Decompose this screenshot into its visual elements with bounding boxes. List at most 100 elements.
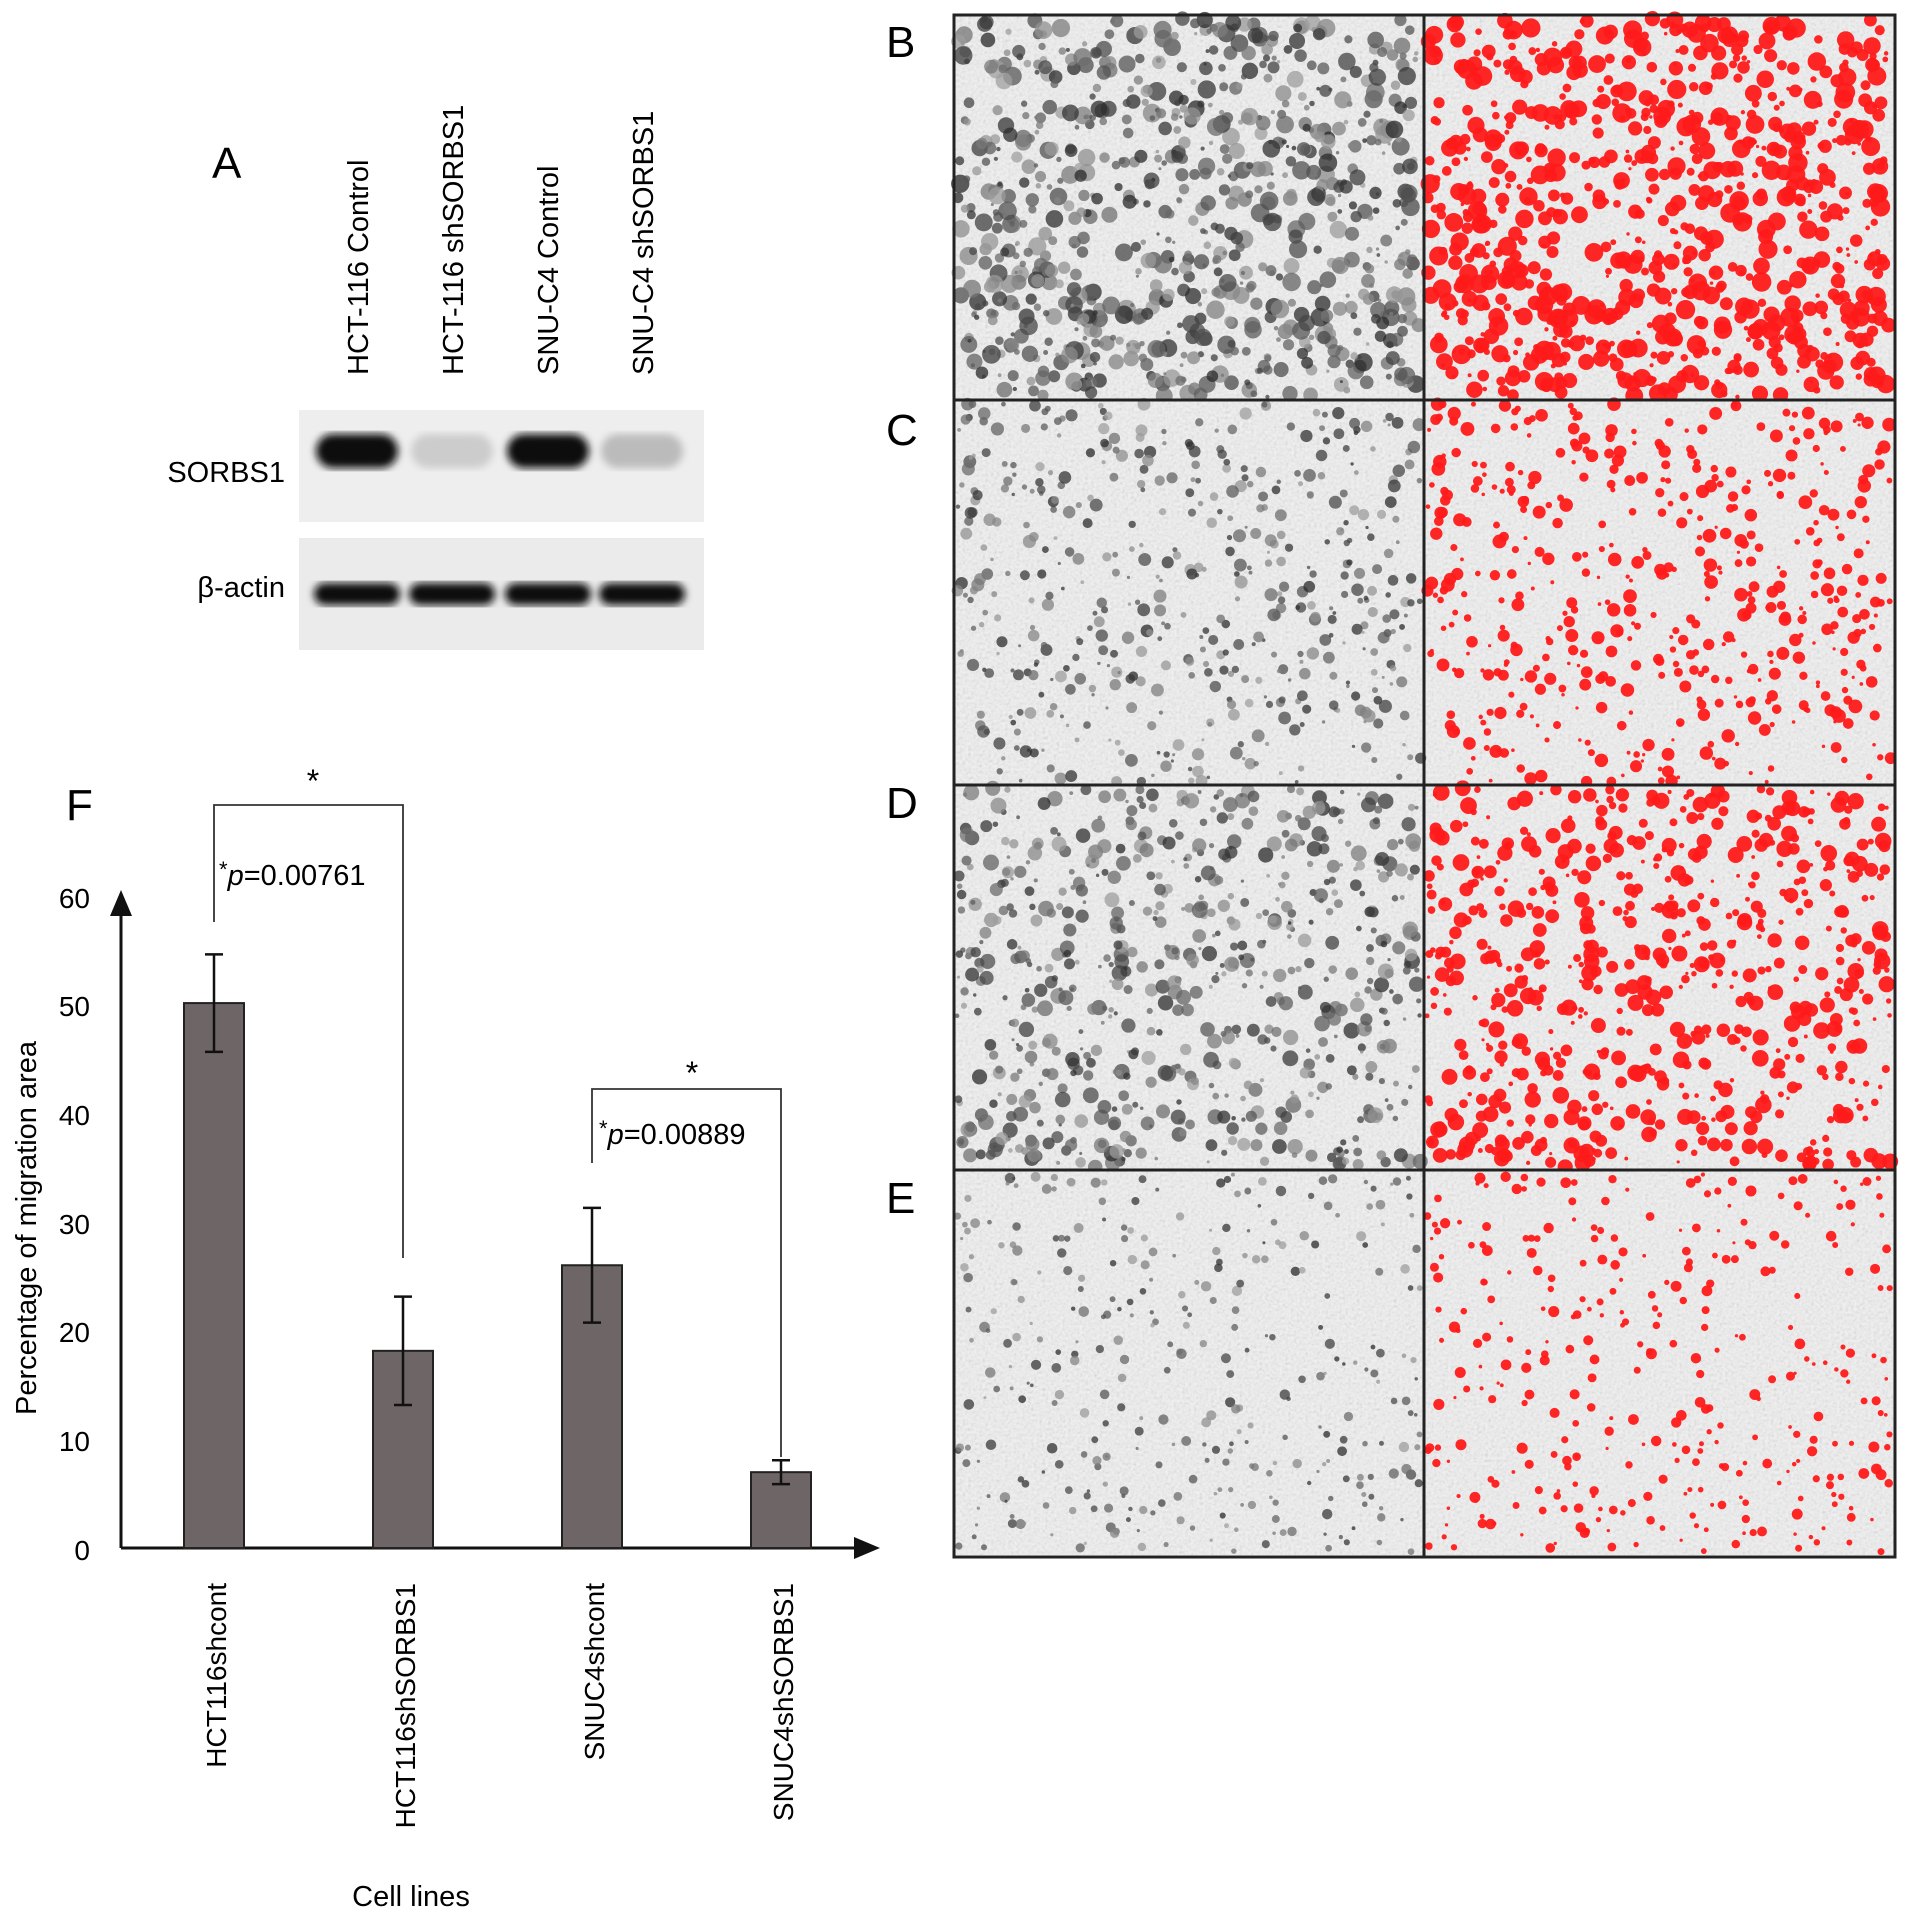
cell-spot-gray xyxy=(1216,812,1228,824)
cell-spot-red xyxy=(1578,1119,1590,1131)
cell-spot-red xyxy=(1793,878,1801,886)
cell-spot-red xyxy=(1565,40,1583,58)
cell-spot-red xyxy=(1480,1278,1488,1286)
cell-spot-red xyxy=(1697,1486,1704,1493)
cell-spot-gray xyxy=(1399,184,1418,203)
cell-spot-red xyxy=(1552,517,1563,529)
cell-spot-red xyxy=(1697,515,1704,522)
cell-spot-red xyxy=(1676,775,1681,780)
cell-spot-gray xyxy=(1011,492,1015,497)
cell-spot-gray xyxy=(1102,552,1112,562)
cell-spot-red xyxy=(1472,201,1487,216)
cell-spot-red xyxy=(1459,133,1471,145)
cell-spot-red xyxy=(1616,81,1637,102)
cell-spot-gray xyxy=(1185,288,1202,305)
cell-spot-gray xyxy=(1139,801,1147,810)
cell-spot-red xyxy=(1845,247,1850,251)
cell-spot-gray xyxy=(1392,464,1406,478)
cell-spot-gray xyxy=(1240,270,1246,276)
cell-spot-gray xyxy=(1068,1506,1077,1515)
cell-spot-red xyxy=(1500,1171,1511,1183)
cell-spot-red xyxy=(1862,198,1872,208)
cell-spot-gray xyxy=(983,1396,987,1400)
cell-spot-red xyxy=(1831,1491,1837,1498)
cell-spot-gray xyxy=(1178,1128,1187,1137)
cell-spot-red xyxy=(1649,363,1654,368)
cell-spot-red xyxy=(1670,146,1675,151)
cell-spot-red xyxy=(1692,250,1698,256)
cell-spot-gray xyxy=(1056,1248,1067,1258)
cell-spot-red xyxy=(1561,693,1565,697)
cell-spot-gray xyxy=(965,967,980,982)
cell-spot-red xyxy=(1588,1090,1600,1102)
cell-spot-red xyxy=(1855,373,1863,380)
cell-spot-red xyxy=(1615,628,1624,637)
cell-spot-gray xyxy=(1012,1245,1023,1256)
cell-spot-gray xyxy=(1336,1146,1343,1153)
cell-spot-gray xyxy=(1294,814,1302,822)
cell-spot-red xyxy=(1822,1360,1828,1366)
cell-spot-gray xyxy=(1365,1072,1374,1081)
cell-spot-gray xyxy=(1351,583,1364,596)
cell-spot-red xyxy=(1830,797,1847,813)
cell-spot-gray xyxy=(1214,1263,1223,1273)
cell-spot-gray xyxy=(1374,138,1382,146)
cell-spot-red xyxy=(1525,1114,1536,1125)
cell-spot-gray xyxy=(1222,250,1227,256)
cell-spot-gray xyxy=(1333,428,1345,440)
cell-spot-red xyxy=(1681,287,1691,298)
cell-spot-gray xyxy=(960,987,969,996)
cell-spot-red xyxy=(1829,375,1844,390)
cell-spot-gray xyxy=(1178,261,1192,275)
cell-spot-red xyxy=(1591,631,1605,645)
cell-spot-gray xyxy=(1170,113,1179,121)
cell-spot-gray xyxy=(1035,183,1042,189)
cell-spot-gray xyxy=(1318,1425,1322,1429)
cell-spot-gray xyxy=(1278,771,1283,776)
cell-spot-gray xyxy=(1105,1454,1109,1458)
cell-spot-gray xyxy=(1077,1285,1084,1293)
cell-spot-gray xyxy=(993,737,1006,750)
cell-spot-red xyxy=(1846,509,1857,520)
cell-spot-gray xyxy=(1362,1242,1369,1248)
cell-spot-gray xyxy=(1201,738,1205,742)
cell-spot-red xyxy=(1528,887,1537,897)
cell-spot-red xyxy=(1470,878,1480,888)
cell-spot-red xyxy=(1663,562,1674,573)
cell-spot-gray xyxy=(1001,460,1008,467)
cell-spot-red xyxy=(1547,1274,1556,1283)
cell-spot-red xyxy=(1721,641,1726,647)
cell-spot-gray xyxy=(1205,49,1210,53)
cell-spot-red xyxy=(1470,484,1480,493)
cell-spot-red xyxy=(1463,1385,1471,1393)
cell-spot-gray xyxy=(1221,112,1234,124)
cell-spot-gray xyxy=(1325,1053,1335,1063)
cell-spot-red xyxy=(1842,817,1851,825)
cell-spot-gray xyxy=(982,344,1001,364)
cell-spot-gray xyxy=(1221,1149,1228,1156)
cell-spot-gray xyxy=(1220,1030,1227,1037)
cell-spot-red xyxy=(1836,977,1844,985)
cell-spot-red xyxy=(1756,70,1774,89)
cell-spot-red xyxy=(1424,1095,1433,1104)
cell-spot-red xyxy=(1812,1475,1820,1483)
cell-spot-gray xyxy=(1299,1067,1312,1079)
cell-spot-red xyxy=(1433,1272,1444,1283)
cell-spot-red xyxy=(1444,1523,1449,1527)
cell-spot-gray xyxy=(1292,1458,1302,1469)
cell-spot-red xyxy=(1581,160,1591,170)
cell-spot-gray xyxy=(1211,933,1216,938)
cell-spot-gray xyxy=(1377,46,1388,58)
cell-spot-red xyxy=(1667,157,1686,176)
cell-spot-red xyxy=(1768,667,1781,680)
cell-spot-gray xyxy=(1381,151,1386,155)
cell-spot-gray xyxy=(1021,993,1036,1007)
cell-spot-gray xyxy=(1407,254,1418,265)
cell-spot-gray xyxy=(990,1308,997,1315)
cell-spot-gray xyxy=(1364,263,1375,274)
cell-spot-red xyxy=(1645,1212,1655,1221)
blot-band xyxy=(507,434,589,468)
cell-spot-gray xyxy=(1321,720,1326,724)
cell-spot-gray xyxy=(1349,169,1366,186)
